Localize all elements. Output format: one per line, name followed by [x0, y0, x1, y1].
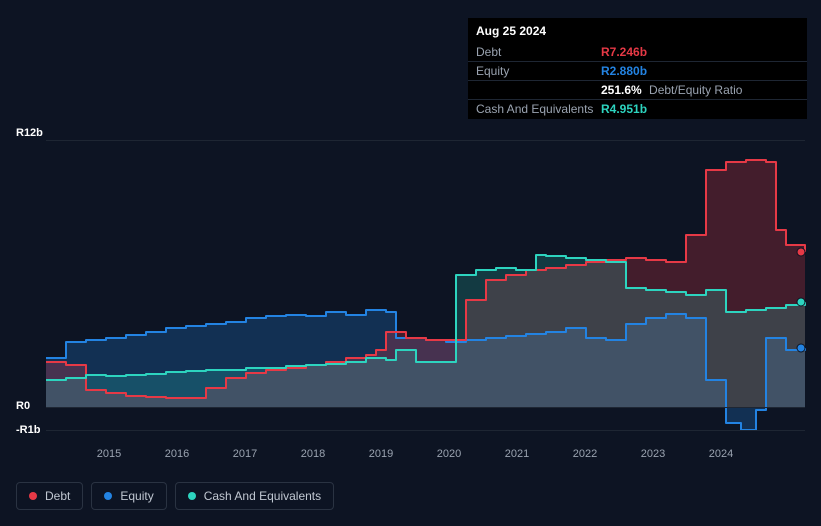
x-label: 2016	[165, 448, 189, 460]
x-axis-labels: 2015 2016 2017 2018 2019 2020 2021 2022 …	[46, 448, 805, 468]
tooltip-date: Aug 25 2024	[468, 19, 807, 43]
gridline	[46, 140, 805, 141]
gridline	[46, 430, 805, 431]
x-label: 2019	[369, 448, 393, 460]
legend-item-equity[interactable]: Equity	[91, 482, 166, 510]
tooltip-ratio-spacer	[476, 81, 601, 99]
tooltip-ratio-label: Debt/Equity Ratio	[649, 83, 742, 97]
x-label: 2017	[233, 448, 257, 460]
x-label: 2022	[573, 448, 597, 460]
y-axis-label-top: R12b	[16, 127, 43, 139]
tooltip-equity-label: Equity	[476, 62, 601, 80]
legend-label: Cash And Equivalents	[204, 489, 321, 503]
x-label: 2023	[641, 448, 665, 460]
legend-dot-icon	[188, 492, 196, 500]
chart-area: R12b R0 -R1b	[16, 140, 805, 440]
x-label: 2015	[97, 448, 121, 460]
chart-svg	[46, 140, 805, 440]
chart-legend: Debt Equity Cash And Equivalents	[16, 482, 334, 510]
x-label: 2024	[709, 448, 733, 460]
y-axis-label-zero: R0	[16, 400, 30, 412]
tooltip-debt-value: R7.246b	[601, 43, 647, 61]
x-label: 2020	[437, 448, 461, 460]
x-label: 2018	[301, 448, 325, 460]
chart-plot[interactable]	[46, 140, 805, 440]
gridline	[46, 407, 805, 408]
legend-item-cash[interactable]: Cash And Equivalents	[175, 482, 334, 510]
legend-dot-icon	[104, 492, 112, 500]
y-axis-label-neg: -R1b	[16, 424, 40, 436]
tooltip-equity-value: R2.880b	[601, 62, 647, 80]
x-label: 2021	[505, 448, 529, 460]
tooltip-ratio-value: 251.6%	[601, 83, 642, 97]
legend-label: Equity	[120, 489, 153, 503]
tooltip-cash-value: R4.951b	[601, 100, 647, 118]
legend-item-debt[interactable]: Debt	[16, 482, 83, 510]
tooltip-cash-label: Cash And Equivalents	[476, 100, 601, 118]
legend-dot-icon	[29, 492, 37, 500]
tooltip-row-cash: Cash And Equivalents R4.951b	[468, 100, 807, 118]
tooltip-row-debt: Debt R7.246b	[468, 43, 807, 62]
chart-tooltip: Aug 25 2024 Debt R7.246b Equity R2.880b …	[468, 18, 807, 119]
tooltip-row-ratio: 251.6% Debt/Equity Ratio	[468, 81, 807, 100]
tooltip-row-equity: Equity R2.880b	[468, 62, 807, 81]
tooltip-ratio: 251.6% Debt/Equity Ratio	[601, 81, 742, 99]
tooltip-debt-label: Debt	[476, 43, 601, 61]
legend-label: Debt	[45, 489, 70, 503]
